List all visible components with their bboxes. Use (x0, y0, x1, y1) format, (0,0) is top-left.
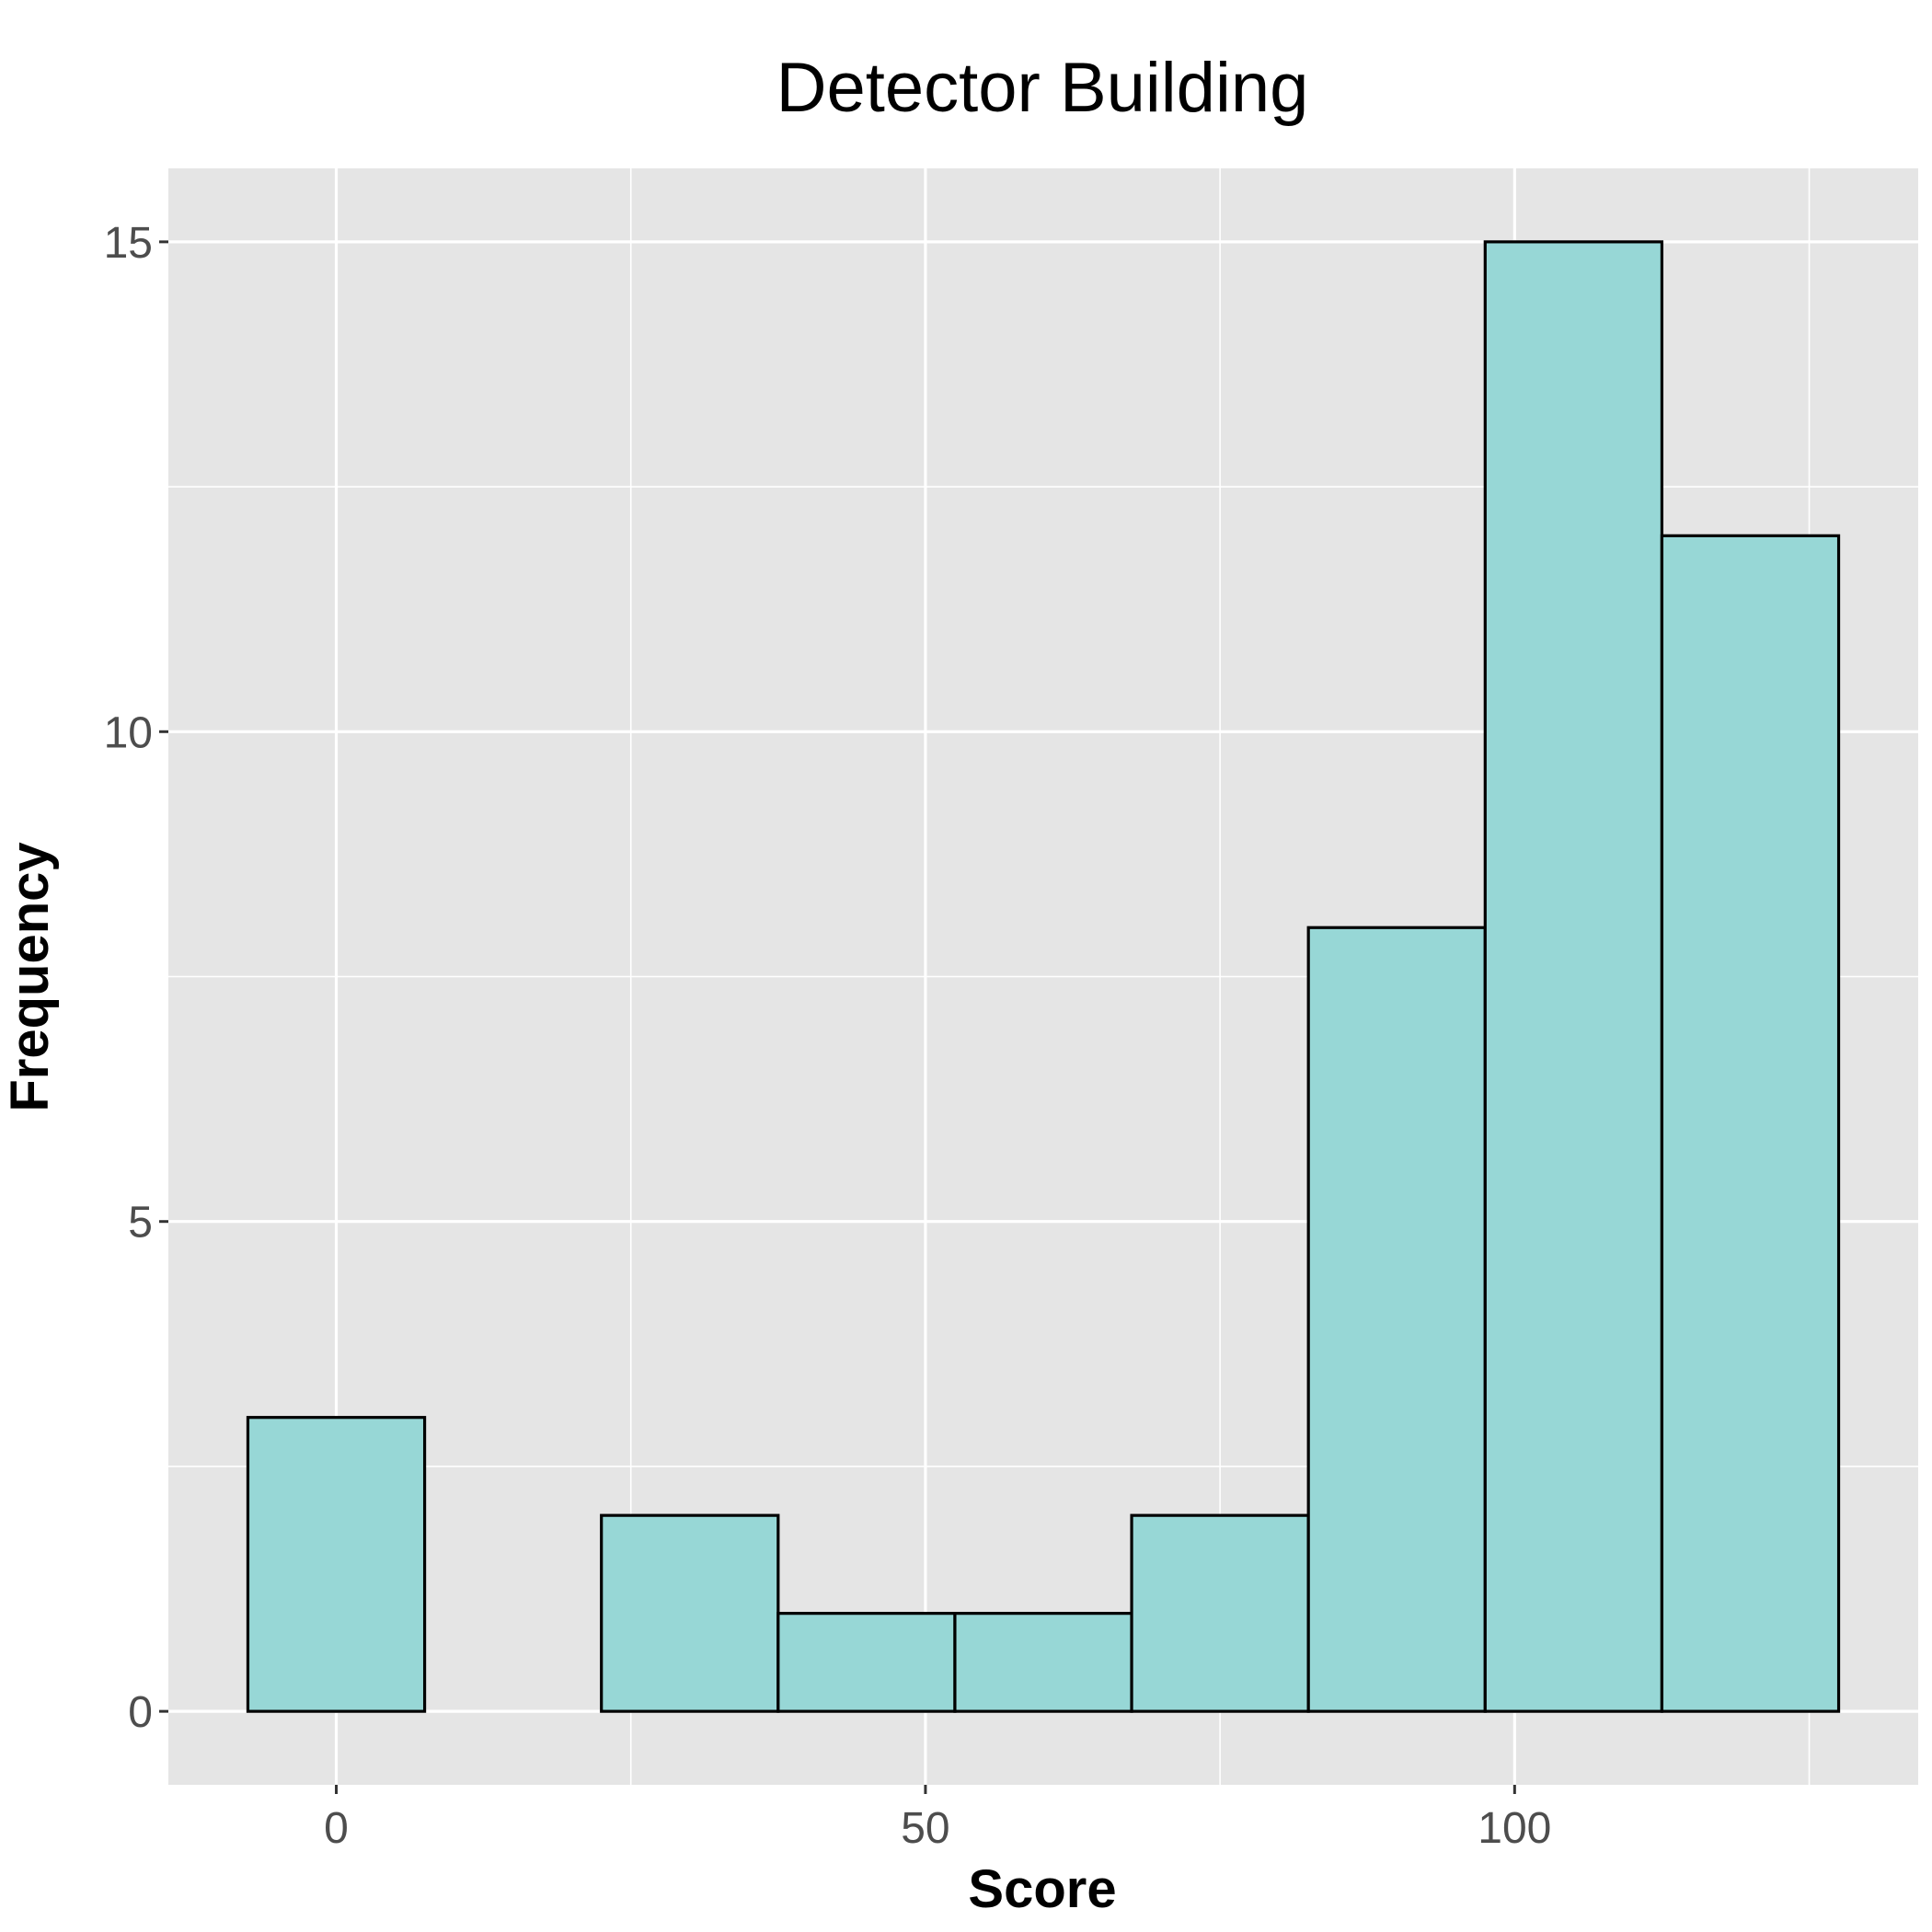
x-axis-title: Score (968, 1859, 1116, 1919)
y-axis: 0 5 10 15 (104, 219, 168, 1737)
histogram-bar-3 (776, 1612, 957, 1713)
y-tick-label: 5 (128, 1199, 153, 1248)
histogram-bars (246, 240, 1841, 1713)
histogram-bar-8 (1660, 534, 1841, 1713)
histogram-bar-6 (1306, 926, 1487, 1713)
y-tick-label: 10 (104, 708, 153, 757)
histogram-bar-2 (600, 1513, 780, 1713)
x-tick-label: 50 (901, 1804, 949, 1853)
histogram-bar-4 (953, 1612, 1133, 1713)
chart-title: Detector Building (776, 49, 1309, 127)
x-axis: 0 50 100 (324, 1785, 1551, 1853)
histogram-bar-7 (1483, 240, 1664, 1713)
histogram-bar-0 (246, 1416, 427, 1713)
x-tick-label: 0 (324, 1804, 349, 1853)
y-axis-title: Frequency (0, 842, 60, 1111)
y-tick-label: 15 (104, 219, 153, 268)
y-tick-label: 0 (128, 1688, 153, 1737)
histogram-bar-5 (1130, 1513, 1310, 1713)
x-tick-label: 100 (1478, 1804, 1551, 1853)
